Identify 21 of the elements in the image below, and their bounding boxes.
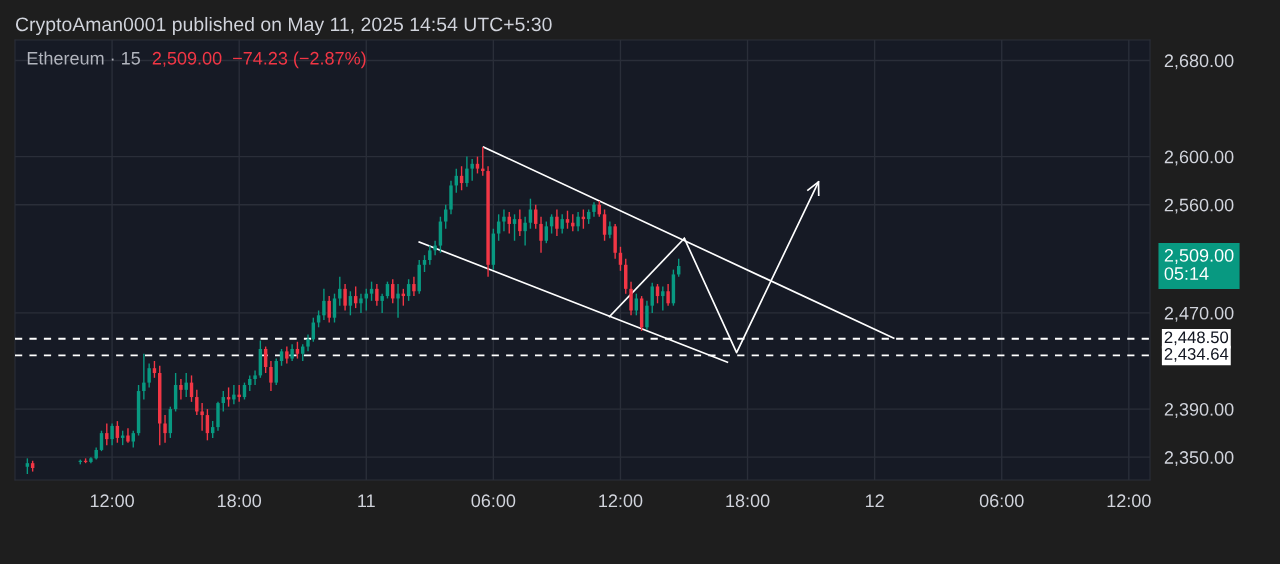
x-tick-label: 12 (865, 494, 884, 507)
y-tick-label: 2,680.00 (1164, 54, 1234, 70)
chart-title: Ethereum · 15 (27, 51, 140, 65)
text: CryptoAman0001 published on May 11, 2025 14:54 UTC+5:30 (15, 16, 552, 36)
y-tick-label: 2,470.00 (1164, 306, 1234, 322)
x-tick-label: 11 (358, 494, 375, 507)
text: 2,509.00 −74.23 (−2.87%) (152, 51, 366, 69)
y-tick-label: 2,350.00 (1164, 451, 1234, 467)
x-tick-label: 12:00 (599, 494, 643, 508)
x-tick-label: 18:00 (217, 494, 262, 508)
ref-line-label: 2,448.50 (1164, 331, 1229, 346)
y-tick-label: 2,600.00 (1164, 150, 1234, 166)
x-tick-label: 18:00 (726, 494, 770, 508)
y-tick-label: 2,560.00 (1164, 198, 1234, 214)
x-tick-label: 06:00 (471, 494, 516, 508)
text: 2,509.00 05:14 (1164, 249, 1234, 280)
x-tick-label: 12:00 (1107, 494, 1151, 508)
x-tick-label: 06:00 (979, 494, 1024, 508)
ref-line-label: 2,434.64 (1164, 348, 1229, 362)
y-tick-label: 2,390.00 (1164, 403, 1234, 418)
x-tick-label: 12:00 (90, 494, 134, 508)
